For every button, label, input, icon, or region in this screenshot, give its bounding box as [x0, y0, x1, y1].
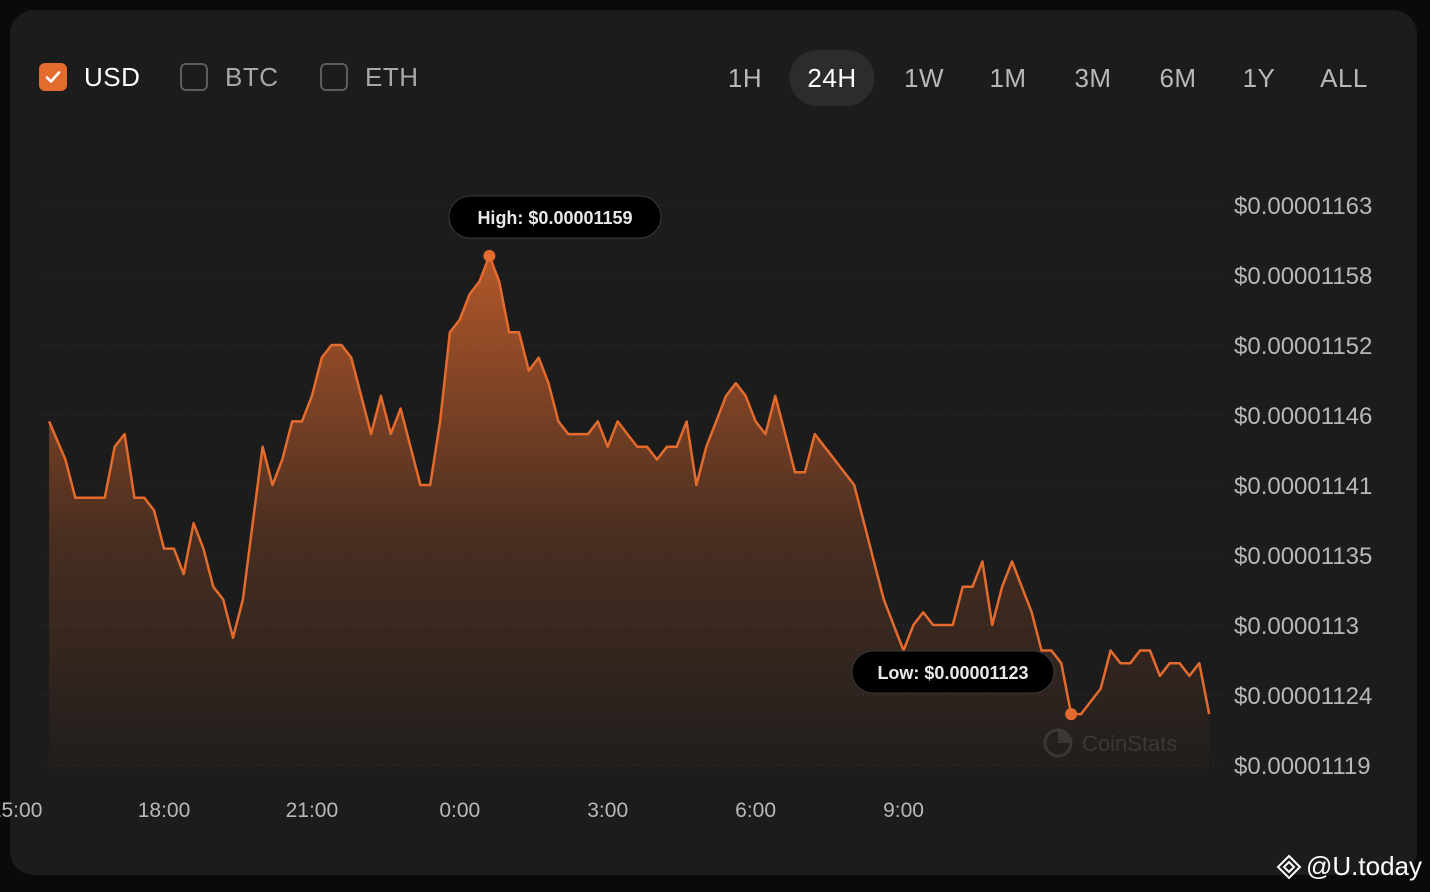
x-tick-label: 21:00 [286, 799, 339, 822]
range-tab-6m[interactable]: 6M [1159, 62, 1197, 93]
range-tab-24h[interactable]: 24H [789, 50, 875, 106]
currency-toggle-eth[interactable]: ETH [320, 60, 419, 94]
range-tab-3m[interactable]: 3M [1074, 62, 1112, 93]
x-tick-label: 9:00 [883, 799, 924, 822]
low-tooltip: Low: $0.00001123 [851, 650, 1055, 694]
x-tick-label: 15:00 [0, 799, 42, 822]
coinstats-watermark: CoinStats [1043, 728, 1177, 758]
currency-label: USD [84, 61, 141, 92]
price-area [49, 255, 1210, 770]
currency-toggle-btc[interactable]: BTC [180, 60, 279, 94]
x-tick-label: 18:00 [138, 799, 191, 822]
footer-watermark: @U.today [1276, 851, 1422, 882]
y-tick-label: $0.00001152 [1234, 333, 1372, 360]
range-tab-1y[interactable]: 1Y [1242, 62, 1276, 93]
x-tick-label: 0:00 [439, 799, 480, 822]
x-tick-label: 6:00 [735, 799, 776, 822]
currency-label: ETH [365, 61, 419, 92]
coinstats-watermark-text: CoinStats [1082, 731, 1177, 756]
range-tab-1h[interactable]: 1H [727, 62, 763, 93]
y-tick-label: $0.00001141 [1234, 473, 1372, 500]
low-tooltip-bg [851, 650, 1055, 694]
y-tick-label: $0.00001163 [1234, 193, 1372, 220]
high-tooltip: High: $0.00001159 [448, 195, 662, 239]
x-tick-label: 3:00 [587, 799, 628, 822]
y-tick-label: $0.00001124 [1234, 683, 1372, 710]
range-tab-1m[interactable]: 1M [989, 62, 1027, 93]
currency-toggle-usd[interactable]: USD [39, 60, 140, 94]
checkbox[interactable] [180, 63, 208, 91]
y-tick-label: $0.00001158 [1234, 263, 1372, 290]
range-tab-1w[interactable]: 1W [904, 62, 944, 93]
checkbox[interactable] [320, 63, 348, 91]
range-tab-all[interactable]: ALL [1320, 62, 1368, 93]
currency-label: BTC [225, 61, 279, 92]
y-tick-label: $0.00001135 [1234, 543, 1372, 570]
low-tooltip-text: Low: $0.00001123 [877, 663, 1028, 683]
high-point-marker [483, 249, 496, 262]
price-line [47, 254, 1211, 716]
binance-diamond-icon [1276, 854, 1302, 879]
y-tick-label: $0.00001119 [1234, 753, 1371, 780]
y-tick-label: $0.0000113 [1234, 613, 1359, 640]
y-tick-label: $0.00001146 [1234, 403, 1372, 430]
coinstats-logo-icon [1043, 728, 1073, 758]
high-tooltip-bg [448, 195, 662, 239]
footer-watermark-text: @U.today [1306, 851, 1422, 881]
high-tooltip-text: High: $0.00001159 [477, 208, 632, 228]
low-point-marker [1065, 708, 1078, 721]
checkmark-icon [45, 71, 61, 83]
checkbox[interactable] [39, 63, 67, 91]
